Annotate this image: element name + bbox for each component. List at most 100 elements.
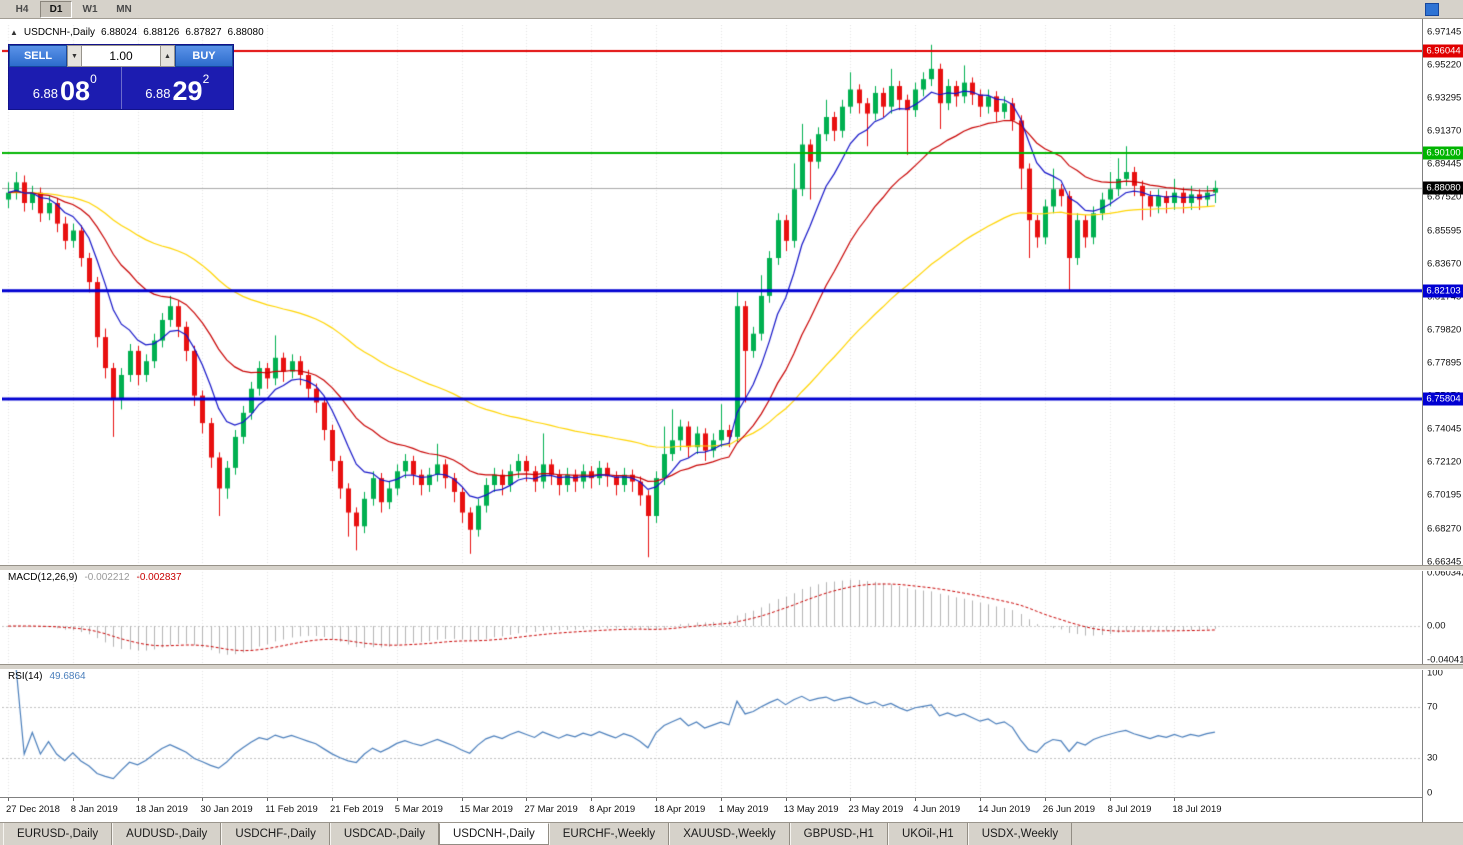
date-label: 8 Jan 2019 [70,804,118,815]
macd-header: MACD(12,26,9) -0.002212 -0.002837 [8,572,182,583]
chart-window-icon[interactable] [1425,3,1439,16]
rsi-axis-label: 30 [1427,752,1438,764]
buy-price-prefix: 6.88 [145,86,171,101]
low-value: 6.87827 [185,27,222,38]
price-level-tag: 6.96044 [1423,44,1463,58]
macd-axis-label: -0.040415 [1427,654,1463,666]
price-axis-label: 6.66345 [1427,556,1462,568]
price-axis-label: 6.83670 [1427,258,1462,270]
one-click-toggle-icon[interactable]: ▲ [10,28,18,37]
tab-usdchf-daily[interactable]: USDCHF-,Daily [221,823,330,845]
main-chart-canvas[interactable] [2,25,1422,565]
price-divider [120,67,122,109]
rsi-label: RSI(14) [8,671,43,682]
date-label: 11 Feb 2019 [265,804,318,815]
date-label: 18 Jul 2019 [1172,804,1222,815]
sell-button[interactable]: SELL [9,45,67,67]
price-axis-label: 6.77895 [1427,357,1462,369]
tab-usdcad-daily[interactable]: USDCAD-,Daily [329,823,439,845]
date-label: 23 May 2019 [848,804,904,815]
price-axis-label: 6.72120 [1427,456,1462,468]
price-axis-label: 6.95220 [1427,59,1462,71]
rsi-header: RSI(14) 49.6864 [8,671,86,682]
volume-increase-button[interactable]: ▲ [160,45,175,67]
timeframe-toolbar: H4 D1 W1 MN [0,0,1463,19]
date-label: 8 Apr 2019 [589,804,636,815]
rsi-splitter[interactable] [0,664,1463,670]
price-axis-label: 6.70195 [1427,489,1462,501]
current-price-tag: 6.88080 [1423,181,1463,195]
volume-decrease-button[interactable]: ▼ [67,45,82,67]
rsi-canvas[interactable] [2,668,1422,797]
date-label: 18 Apr 2019 [654,804,706,815]
timeframe-button-mn[interactable]: MN [116,3,132,15]
tab-bar: EURUSD-,Daily AUDUSD-,Daily USDCHF-,Daily U… [0,822,1463,845]
rsi-axis-label: 70 [1427,701,1438,713]
buy-price-pip: 2 [202,72,210,86]
timeframe-button-h4[interactable]: H4 [15,3,29,15]
macd-axis-label: 0.060342 [1427,567,1463,579]
tab-eurusd-daily[interactable]: EURUSD-,Daily [3,823,113,845]
sell-price-prefix: 6.88 [32,86,59,101]
macd-signal-value: -0.002837 [136,572,182,583]
price-level-tag: 6.90100 [1423,146,1463,160]
price-level-tag: 6.82103 [1423,284,1463,298]
price-axis-label: 6.93295 [1427,92,1462,104]
rsi-value: 49.6864 [49,671,86,682]
price-axis[interactable]: 6.97145 6.95220 6.93295 6.91370 6.89445 6.875… [1422,18,1463,822]
buy-price-display[interactable]: 6.88 29 2 [122,67,234,109]
price-axis-label: 6.68270 [1427,523,1462,535]
tab-usdx-weekly[interactable]: USDX-,Weekly [967,823,1073,845]
symbol-label: USDCNH-,Daily [23,27,96,38]
macd-splitter[interactable] [0,565,1463,571]
date-label: 18 Jan 2019 [135,804,188,815]
date-label: 13 May 2019 [783,804,839,815]
tab-eurchf-weekly[interactable]: EURCHF-,Weekly [548,823,670,845]
date-label: 27 Mar 2019 [524,804,578,815]
macd-axis-label: 0.00 [1427,620,1446,632]
date-label: 21 Feb 2019 [330,804,384,815]
macd-main-value: -0.002212 [84,572,130,583]
sell-price-big: 08 [60,76,91,107]
tab-ukoil-h1[interactable]: UKOil-,H1 [887,823,968,845]
date-label: 26 Jun 2019 [1042,804,1096,815]
date-label: 30 Jan 2019 [200,804,253,815]
date-axis[interactable]: 27 Dec 2018 8 Jan 2019 18 Jan 2019 30 Jan 2… [0,797,1422,823]
ohlc-readout: ▲ USDCNH-,Daily 6.88024 6.88126 6.87827 … [10,27,264,38]
price-axis-label: 6.79820 [1427,324,1462,336]
price-axis-label: 6.87520 [1427,191,1462,203]
date-label: 27 Dec 2018 [6,804,60,815]
timeframe-button-d1[interactable]: D1 [40,0,72,18]
date-label: 5 Mar 2019 [394,804,443,815]
price-axis-label: 6.85595 [1427,225,1462,237]
open-value: 6.88024 [101,27,138,38]
rsi-axis-label: 0 [1427,787,1433,799]
sell-price-display[interactable]: 6.88 08 0 [9,67,121,109]
price-level-tag: 6.75804 [1423,392,1463,406]
buy-price-big: 29 [172,76,203,107]
date-label: 14 Jun 2019 [978,804,1031,815]
date-label: 1 May 2019 [718,804,769,815]
timeframe-button-w1[interactable]: W1 [82,3,98,15]
close-value: 6.88080 [227,27,264,38]
price-axis-label: 6.89445 [1427,158,1462,170]
date-label: 8 Jul 2019 [1107,804,1152,815]
price-axis-label: 6.91370 [1427,125,1462,137]
tab-xauusd-weekly[interactable]: XAUUSD-,Weekly [669,823,790,845]
tab-audusd-daily[interactable]: AUDUSD-,Daily [112,823,222,845]
rsi-axis-label: 100 [1427,667,1443,679]
date-label: 4 Jun 2019 [913,804,961,815]
date-label: 15 Mar 2019 [459,804,513,815]
price-axis-label: 6.74045 [1427,423,1462,435]
macd-label: MACD(12,26,9) [8,572,78,583]
buy-button[interactable]: BUY [175,45,233,67]
sell-price-pip: 0 [90,72,97,86]
high-value: 6.88126 [143,27,180,38]
tab-usdcnh-daily[interactable]: USDCNH-,Daily [438,823,549,845]
volume-input[interactable]: 1.00 [82,45,160,67]
price-axis-label: 6.97145 [1427,26,1462,38]
tab-gbpusd-h1[interactable]: GBPUSD-,H1 [789,823,888,845]
macd-canvas[interactable] [2,569,1422,664]
one-click-trading-panel: SELL ▼ 1.00 ▲ BUY 6.88 08 0 6.88 29 2 [8,44,234,110]
